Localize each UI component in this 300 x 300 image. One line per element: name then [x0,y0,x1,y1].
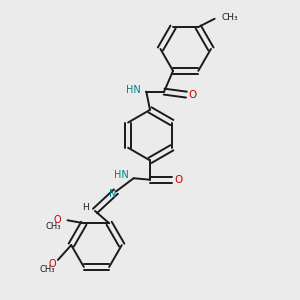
Text: H: H [82,203,88,212]
Text: O: O [54,215,62,225]
Text: HN: HN [114,170,128,180]
Text: CH₃: CH₃ [221,13,238,22]
Text: N: N [109,189,116,199]
Text: O: O [174,175,182,185]
Text: HN: HN [126,85,140,95]
Text: O: O [188,90,196,100]
Text: CH₃: CH₃ [46,222,61,231]
Text: O: O [49,259,56,269]
Text: CH₃: CH₃ [40,265,55,274]
